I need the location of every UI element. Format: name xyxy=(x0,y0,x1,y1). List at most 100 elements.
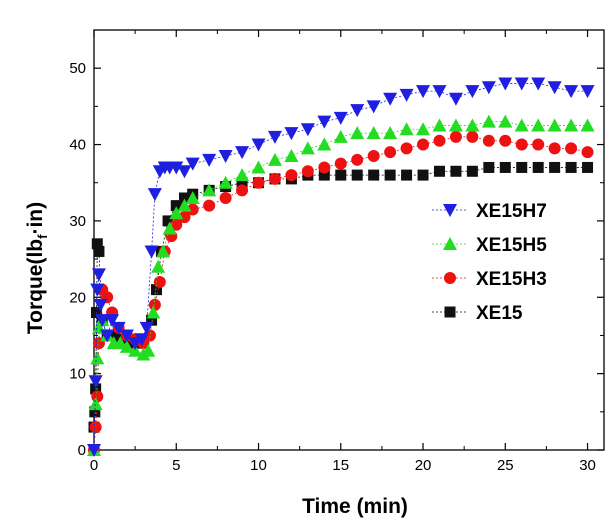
data-point xyxy=(318,161,331,174)
legend-label: XE15H5 xyxy=(476,235,547,256)
data-point xyxy=(514,118,529,132)
data-point xyxy=(147,188,162,202)
x-axis-title: Time (min) xyxy=(302,495,408,518)
data-point xyxy=(384,169,396,181)
data-point xyxy=(448,118,463,132)
data-point xyxy=(285,169,298,182)
legend-marker xyxy=(444,272,456,284)
data-point xyxy=(119,339,134,353)
data-point xyxy=(565,142,578,155)
data-point xyxy=(532,138,545,151)
data-point xyxy=(366,100,381,114)
data-point xyxy=(399,88,414,102)
data-point xyxy=(169,161,184,175)
data-point xyxy=(481,81,496,95)
data-point xyxy=(465,85,480,99)
data-point xyxy=(178,211,191,224)
x-tick-label: 20 xyxy=(415,457,432,474)
data-point xyxy=(267,130,282,144)
data-point xyxy=(466,165,478,177)
series-xe15h7 xyxy=(87,77,595,457)
data-point xyxy=(88,397,103,411)
legend-marker xyxy=(443,237,457,250)
legend-label: XE15 xyxy=(476,303,523,324)
data-point xyxy=(582,161,594,173)
data-point xyxy=(236,177,248,189)
data-point xyxy=(170,200,182,212)
data-point xyxy=(93,245,105,257)
data-point xyxy=(516,161,528,173)
data-point xyxy=(433,165,445,177)
data-point xyxy=(482,134,495,147)
y-axis-title-prefix: Torque(lb xyxy=(24,239,47,334)
data-point xyxy=(91,390,104,403)
legend-item-xe15h5: XE15H5 xyxy=(432,235,547,256)
data-point xyxy=(432,85,447,99)
series-line xyxy=(93,136,588,451)
y-axis-title-suffix: ·in) xyxy=(24,202,47,235)
data-point xyxy=(185,191,200,204)
data-point xyxy=(252,176,265,189)
data-point xyxy=(367,150,380,162)
data-point xyxy=(417,138,430,151)
data-point xyxy=(108,329,120,341)
y-tick-label: 50 xyxy=(69,60,86,77)
data-point xyxy=(515,138,528,151)
data-point xyxy=(202,183,217,197)
data-point xyxy=(89,406,101,418)
data-point xyxy=(334,157,347,170)
legend-item-xe15h3: XE15H3 xyxy=(432,269,547,290)
legend-marker xyxy=(443,204,457,217)
data-point xyxy=(119,329,134,343)
data-point xyxy=(162,215,174,227)
data-point xyxy=(151,284,163,296)
legend-label: XE15H3 xyxy=(476,269,547,290)
data-point xyxy=(384,146,397,159)
data-point xyxy=(450,165,462,177)
data-point xyxy=(448,92,463,106)
data-point xyxy=(547,81,562,95)
data-point xyxy=(318,169,330,181)
data-point xyxy=(93,298,108,312)
data-point xyxy=(564,85,579,99)
data-point xyxy=(90,283,105,297)
data-point xyxy=(547,118,562,132)
data-point xyxy=(351,169,363,181)
data-point xyxy=(498,114,513,128)
data-point xyxy=(351,153,364,166)
data-point xyxy=(317,115,332,129)
data-point xyxy=(148,298,161,311)
data-point xyxy=(146,314,158,326)
legend-marker xyxy=(444,306,456,318)
series-xe15h5 xyxy=(87,114,595,456)
data-point xyxy=(100,329,115,343)
data-point xyxy=(284,127,299,141)
data-point xyxy=(417,169,429,181)
data-point xyxy=(498,77,513,91)
data-point xyxy=(483,161,495,173)
data-point xyxy=(284,149,299,162)
data-point xyxy=(128,343,143,357)
data-point xyxy=(268,172,281,185)
series-layer xyxy=(87,77,595,457)
y-tick-label: 30 xyxy=(69,213,86,230)
y-tick-label: 40 xyxy=(69,137,86,154)
data-point xyxy=(531,118,546,132)
data-point xyxy=(383,126,398,140)
data-point xyxy=(144,245,159,259)
data-point xyxy=(177,165,192,179)
data-point xyxy=(111,321,126,335)
y-tick-label: 10 xyxy=(69,366,86,383)
data-point xyxy=(235,168,250,182)
data-point xyxy=(333,111,348,125)
data-point xyxy=(162,221,177,235)
data-point xyxy=(399,122,414,136)
x-tick-label: 10 xyxy=(250,457,267,474)
data-point xyxy=(88,375,103,389)
x-tick-label: 0 xyxy=(90,457,98,474)
data-point xyxy=(178,192,190,204)
data-point xyxy=(95,314,110,328)
data-point xyxy=(335,169,347,181)
data-point xyxy=(317,137,332,151)
